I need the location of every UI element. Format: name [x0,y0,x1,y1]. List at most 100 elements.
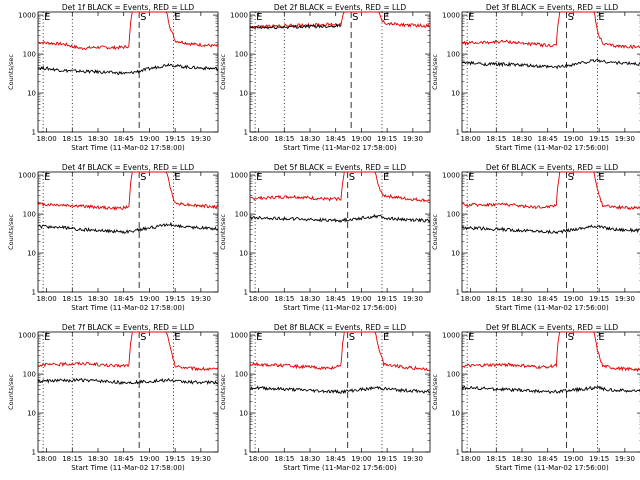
event-marker-label: E [598,332,604,343]
x-tick-label: 19:15 [589,135,609,143]
x-tick-label: 18:45 [538,455,558,463]
y-axis-label: Counts/sec [219,374,227,410]
x-tick-label: 19:15 [377,455,397,463]
x-tick-label: 19:00 [351,295,371,303]
y-tick-label: 1000 [230,332,248,340]
series-line-events [249,23,342,30]
y-tick-label: 1000 [230,172,248,180]
y-axis-label: Counts/sec [7,214,15,250]
y-tick-label: 100 [23,371,36,379]
x-axis-label: Start Time (11-Mar-02 17:56:00) [283,464,397,472]
x-tick-label: 19:15 [165,455,185,463]
x-tick-label: 19:15 [377,295,397,303]
series-line-events [461,58,640,70]
y-tick-label: 1 [32,129,36,137]
y-axis-label: Counts/sec [7,54,15,90]
y-tick-label: 10 [239,410,248,418]
y-axis-label: Counts/sec [219,54,227,90]
x-tick-label: 19:00 [563,295,583,303]
x-tick-label: 19:30 [403,295,423,303]
y-tick-label: 10 [451,250,460,258]
event-marker-label: S [140,12,146,23]
plot-frame [249,11,431,133]
x-tick-label: 18:45 [326,455,346,463]
event-marker-label: E [174,332,180,343]
x-tick-label: 19:30 [191,455,211,463]
event-marker-label: E [383,172,389,183]
x-tick-label: 18:45 [114,295,134,303]
x-tick-label: 18:15 [274,455,294,463]
y-tick-label: 1000 [442,332,460,340]
series-line-lld [249,171,431,203]
chart-panel-2: Det 2f BLACK = Events, RED = LLD 1 10 100 10… [219,3,431,152]
event-marker-label: S [568,332,574,343]
chart-title: Det 1f BLACK = Events, RED = LLD [62,3,195,12]
x-tick-label: 18:30 [88,455,108,463]
x-axis-label: Start Time (11-Mar-02 17:58:00) [283,144,397,152]
event-marker-label: S [140,172,146,183]
x-tick-label: 18:30 [512,135,532,143]
x-tick-label: 19:00 [139,295,159,303]
event-marker-label: E [44,172,50,183]
y-tick-label: 100 [447,211,460,219]
x-tick-label: 18:00 [248,295,268,303]
y-tick-label: 100 [235,51,248,59]
x-tick-label: 18:30 [88,135,108,143]
chart-panel-6: Det 6f BLACK = Events, RED = LLD 1 10 100 10… [431,163,640,312]
x-tick-label: 19:00 [139,455,159,463]
chart-title: Det 4f BLACK = Events, RED = LLD [62,163,195,172]
series-line-events [461,385,640,394]
x-tick-label: 18:15 [486,455,506,463]
x-tick-label: 19:30 [615,135,635,143]
y-tick-label: 10 [451,410,460,418]
x-axis-label: Start Time (11-Mar-02 17:56:00) [283,304,397,312]
series-line-lld [249,331,431,372]
x-tick-label: 19:30 [403,135,423,143]
y-axis-label: Counts/sec [431,54,439,90]
event-marker-label: E [468,172,474,183]
x-tick-label: 18:15 [62,455,82,463]
plot-frame [37,331,219,453]
y-tick-label: 10 [451,90,460,98]
y-axis-label: Counts/sec [431,374,439,410]
x-axis-label: Start Time (11-Mar-02 17:58:00) [71,304,185,312]
series-line-lld [461,11,640,50]
x-tick-label: 18:30 [300,295,320,303]
event-marker-label: E [383,332,389,343]
event-marker-label: S [140,332,146,343]
y-tick-label: 100 [235,211,248,219]
x-tick-label: 19:00 [563,135,583,143]
x-axis-label: Start Time (11-Mar-02 17:56:00) [495,304,609,312]
y-tick-label: 100 [447,51,460,59]
x-axis-label: Start Time (11-Mar-02 17:58:00) [71,464,185,472]
plot-frame [249,171,431,293]
y-tick-label: 10 [239,90,248,98]
event-marker-label: E [598,12,604,23]
chart-title: Det 8f BLACK = Events, RED = LLD [274,323,407,332]
x-tick-label: 18:45 [538,135,558,143]
x-tick-label: 19:15 [165,295,185,303]
y-tick-label: 10 [27,250,36,258]
x-axis-label: Start Time (11-Mar-02 17:58:00) [71,144,185,152]
y-tick-label: 1000 [442,12,460,20]
x-tick-label: 19:15 [589,455,609,463]
event-marker-label: E [44,332,50,343]
x-tick-label: 18:15 [486,135,506,143]
x-tick-label: 18:15 [62,135,82,143]
event-marker-label: E [174,12,180,23]
x-tick-label: 18:45 [114,455,134,463]
event-marker-label: E [598,172,604,183]
event-marker-label: E [256,172,262,183]
x-tick-label: 19:30 [615,295,635,303]
event-marker-label: S [349,172,355,183]
chart-panel-4: Det 4f BLACK = Events, RED = LLD 1 10 100 10… [7,163,219,312]
chart-panel-7: Det 7f BLACK = Events, RED = LLD 1 10 100 10… [7,323,219,472]
x-tick-label: 18:15 [274,135,294,143]
chart-panel-9: Det 9f BLACK = Events, RED = LLD 1 10 100 10… [431,323,640,472]
event-marker-label: S [568,172,574,183]
x-tick-label: 18:30 [88,295,108,303]
y-tick-label: 100 [235,371,248,379]
x-tick-label: 19:00 [563,455,583,463]
x-tick-label: 18:00 [36,455,56,463]
y-axis-label: Counts/sec [431,214,439,250]
